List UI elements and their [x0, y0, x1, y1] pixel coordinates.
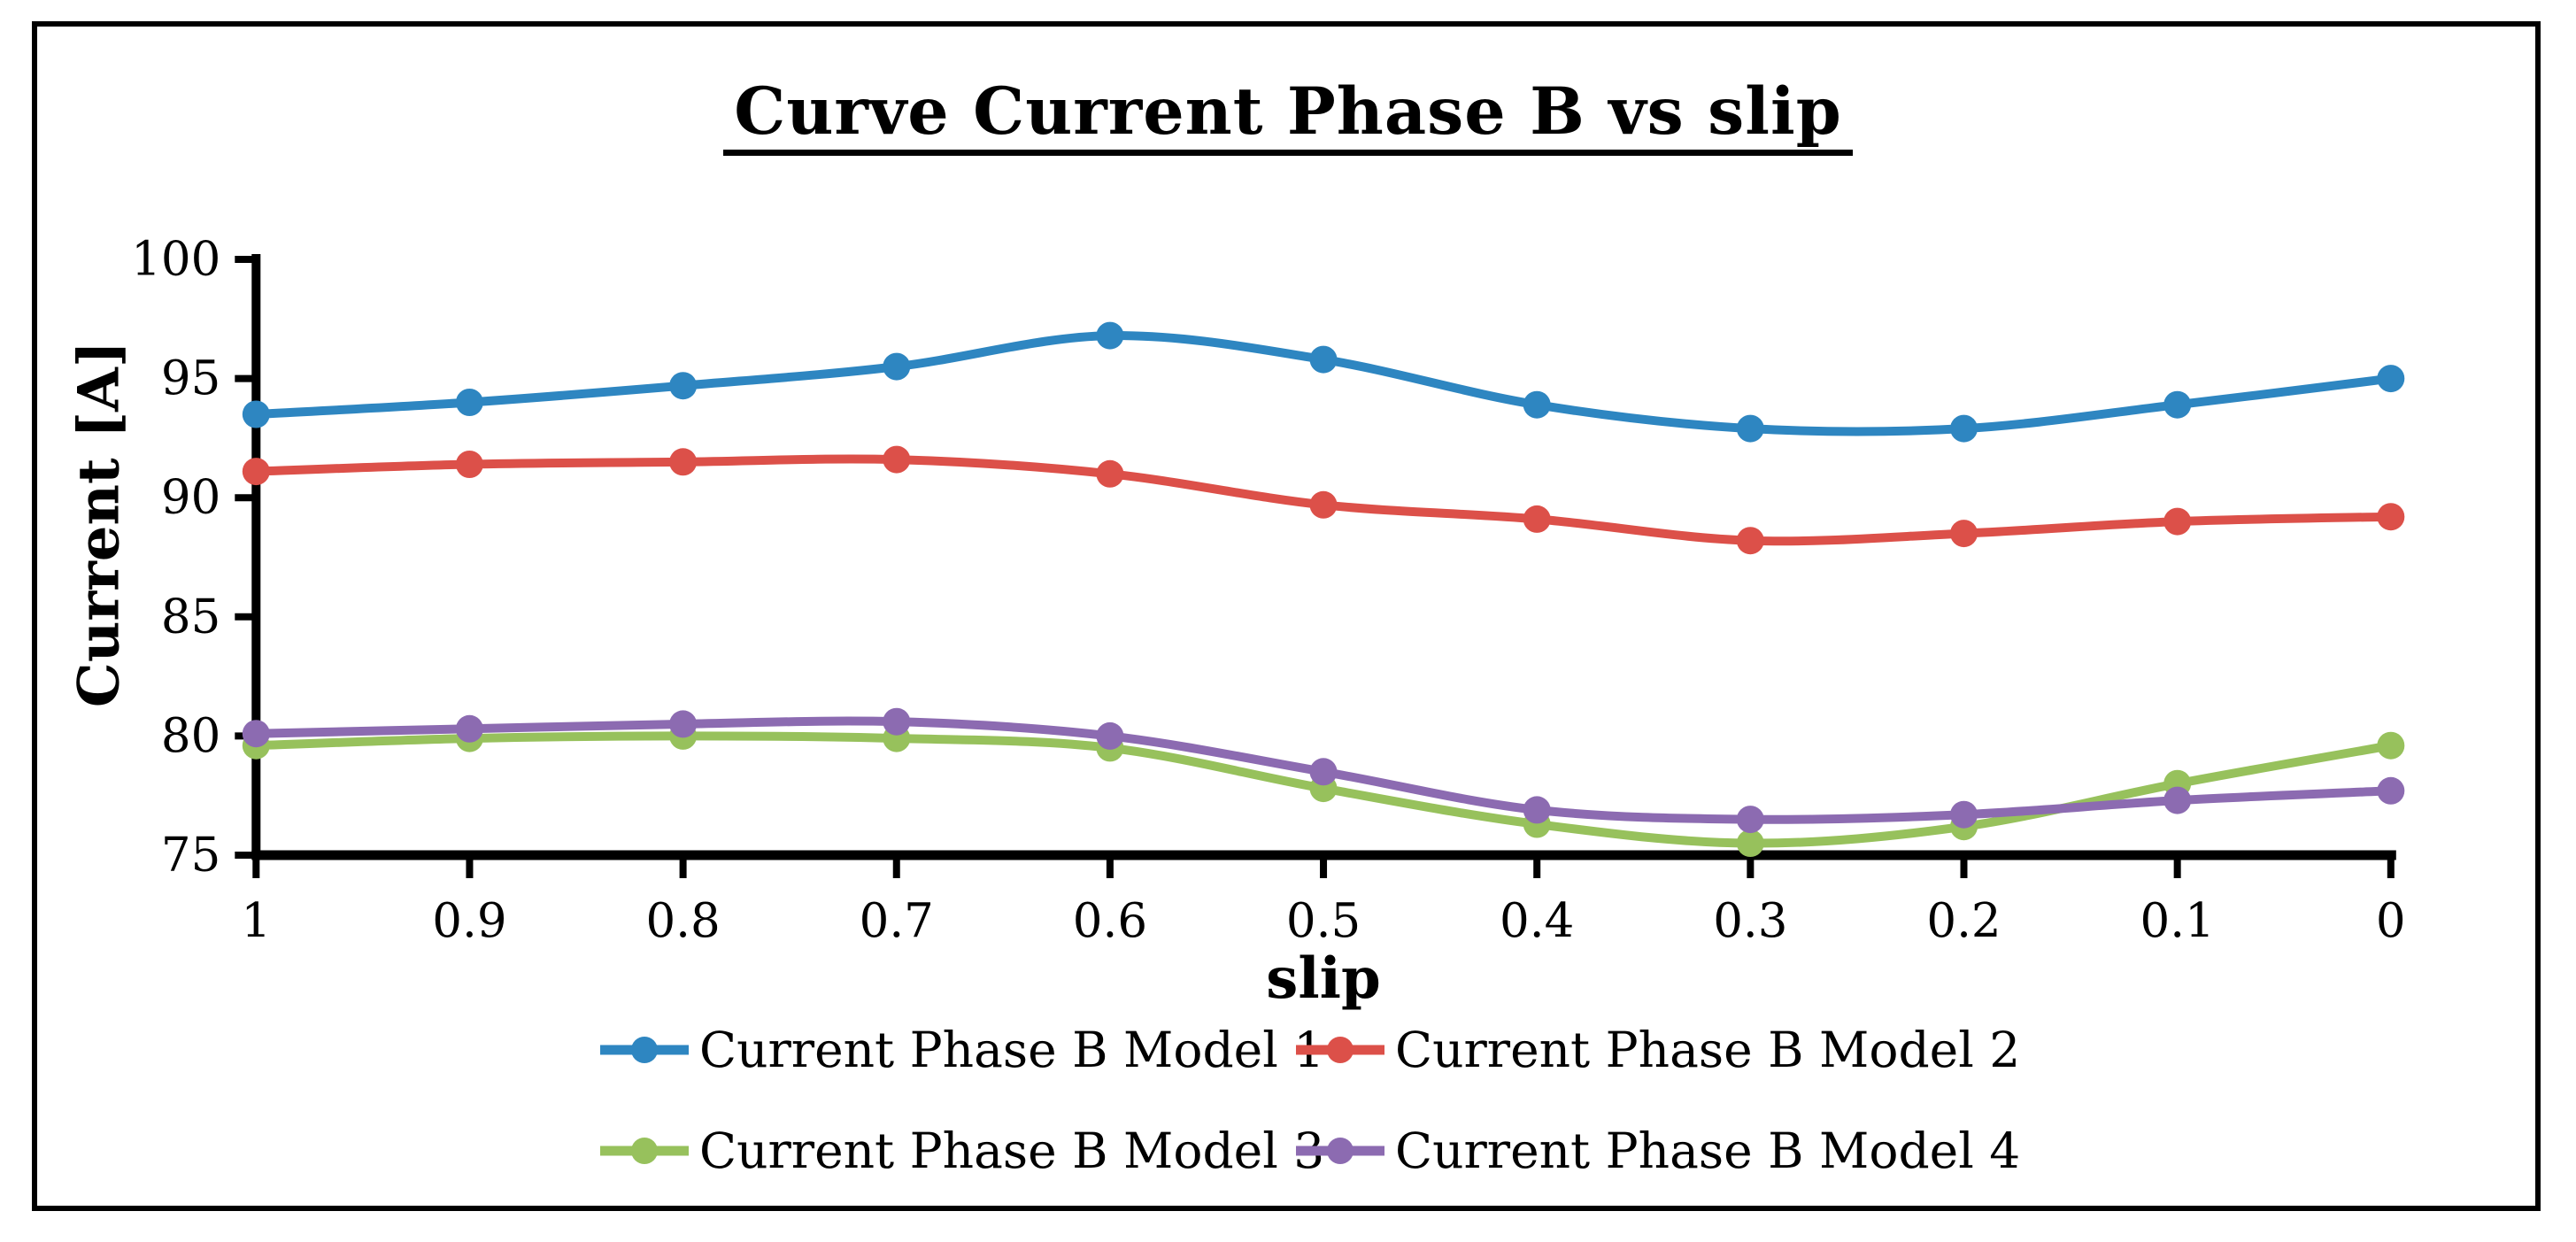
- x-tick-label: 0.6: [1073, 894, 1147, 948]
- data-point-model-1: [242, 400, 270, 428]
- data-point-model-2: [669, 448, 698, 476]
- legend-key-model-4-icon: [1296, 1138, 1384, 1164]
- data-point-model-2: [1309, 490, 1338, 519]
- x-tick-label: 0.1: [2140, 894, 2215, 948]
- data-point-model-1: [1950, 414, 1978, 443]
- data-point-model-2: [455, 451, 483, 478]
- legend-key-model-1-icon: [600, 1037, 689, 1063]
- data-point-model-2: [1523, 505, 1551, 533]
- legend-item-model-2: Current Phase B Model 2: [1294, 1018, 2020, 1082]
- chart-title: Curve Current Phase B vs slip: [723, 78, 1853, 156]
- x-tick-label: 0.2: [1926, 894, 2001, 948]
- legend: Current Phase B Model 1 Current Phase B …: [598, 1018, 2020, 1183]
- data-point-model-2: [1950, 520, 1978, 548]
- data-point-model-4: [669, 710, 698, 738]
- data-point-model-1: [455, 389, 483, 416]
- x-tick-label: 0.3: [1713, 894, 1787, 948]
- data-point-model-4: [883, 707, 911, 736]
- legend-label-model-2: Current Phase B Model 2: [1395, 1022, 2021, 1078]
- chart-title-row: Curve Current Phase B vs slip: [0, 78, 2576, 156]
- data-point-model-4: [455, 714, 483, 743]
- data-point-model-2: [1736, 527, 1764, 555]
- data-point-model-1: [1309, 345, 1338, 374]
- data-point-model-1: [669, 372, 698, 400]
- x-tick-label: 0.4: [1500, 894, 1574, 948]
- data-point-model-4: [1309, 758, 1338, 786]
- data-point-model-1: [2377, 365, 2405, 393]
- figure-border: [32, 21, 2541, 1211]
- y-tick-label: 85: [161, 590, 220, 644]
- legend-item-model-4: Current Phase B Model 4: [1294, 1119, 2020, 1183]
- data-point-model-4: [1736, 806, 1764, 834]
- data-point-model-1: [1523, 390, 1551, 419]
- legend-key-model-2-icon: [1296, 1037, 1384, 1063]
- data-point-model-2: [242, 458, 270, 486]
- legend-label-model-1: Current Phase B Model 1: [699, 1022, 1325, 1078]
- data-point-model-2: [2163, 507, 2192, 536]
- data-point-model-4: [2163, 786, 2192, 814]
- data-point-model-3: [1736, 829, 1764, 857]
- y-tick-label: 90: [161, 471, 220, 525]
- data-point-model-4: [1096, 721, 1124, 750]
- legend-item-model-1: Current Phase B Model 1: [598, 1018, 1324, 1082]
- legend-label-model-4: Current Phase B Model 4: [1395, 1122, 2021, 1179]
- data-point-model-2: [2377, 503, 2405, 531]
- y-axis-title: Current [A]: [66, 340, 133, 708]
- data-point-model-2: [1096, 459, 1124, 488]
- x-tick-label: 0.8: [645, 894, 720, 948]
- x-axis-title: slip: [1266, 945, 1381, 1012]
- legend-label-model-3: Current Phase B Model 3: [699, 1122, 1325, 1179]
- legend-item-model-3: Current Phase B Model 3: [598, 1119, 1324, 1183]
- data-point-model-4: [242, 720, 270, 748]
- data-point-model-1: [1096, 321, 1124, 350]
- data-point-model-1: [1736, 414, 1764, 443]
- x-tick-label: 1: [241, 894, 271, 948]
- y-tick-label: 100: [131, 233, 220, 287]
- x-tick-label: 0.7: [860, 894, 934, 948]
- data-point-model-4: [1950, 800, 1978, 829]
- y-tick-label: 75: [161, 829, 220, 883]
- data-point-model-4: [2377, 776, 2405, 805]
- y-tick-label: 80: [161, 709, 220, 763]
- x-tick-label: 0: [2376, 894, 2406, 948]
- data-point-model-4: [1523, 796, 1551, 824]
- data-point-model-2: [883, 445, 911, 474]
- data-point-model-1: [2163, 390, 2192, 419]
- y-tick-label: 95: [161, 351, 220, 405]
- data-point-model-1: [883, 352, 911, 381]
- legend-key-model-3-icon: [600, 1138, 689, 1164]
- x-tick-label: 0.5: [1286, 894, 1361, 948]
- data-point-model-3: [2377, 731, 2405, 760]
- x-tick-label: 0.9: [432, 894, 506, 948]
